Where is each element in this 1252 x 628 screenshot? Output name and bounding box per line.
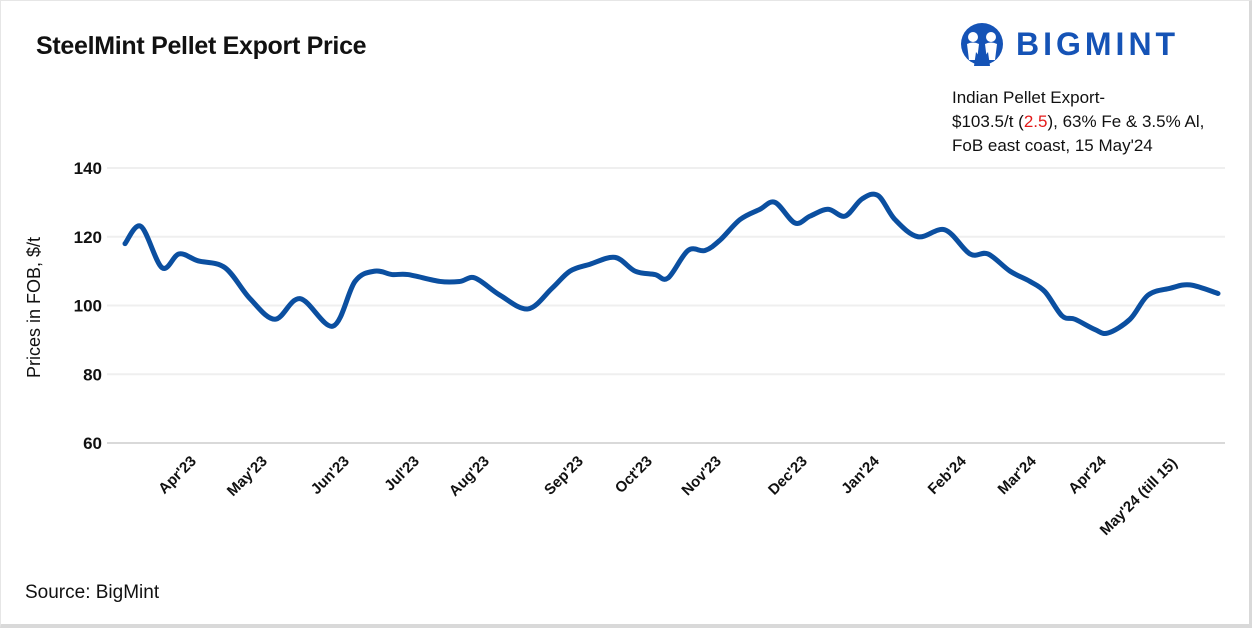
- note-price: $103.5/t (: [952, 112, 1024, 131]
- x-tick-label: Dec'23: [765, 453, 811, 499]
- x-tick-label: Apr'23: [155, 453, 200, 498]
- y-tick-label: 100: [74, 297, 102, 316]
- x-tick-label: May'24 (till 15): [1097, 455, 1181, 539]
- y-tick-label: 80: [83, 365, 102, 384]
- note-change: 2.5: [1023, 112, 1048, 131]
- chart-title: SteelMint Pellet Export Price: [36, 32, 367, 60]
- x-tick-label: Mar'24: [995, 452, 1041, 498]
- source-note: Source: BigMint: [25, 582, 160, 603]
- bigmint-logo: BIGMINT: [958, 22, 1179, 66]
- y-tick-label: 140: [74, 159, 102, 178]
- price-line: [122, 191, 1221, 337]
- x-tick-label: Jan'24: [838, 452, 883, 497]
- gridlines: [107, 167, 1225, 444]
- bigmint-people-icon: [961, 23, 1003, 66]
- price-note: Indian Pellet Export- $103.5/t (2.5), 63…: [952, 86, 1204, 158]
- x-tick-label: Oct'23: [612, 453, 656, 497]
- y-tick-label: 60: [83, 434, 102, 453]
- x-tick-label: May'23: [224, 453, 271, 500]
- note-line-1: Indian Pellet Export-: [952, 88, 1106, 107]
- note-line-2: $103.5/t (2.5), 63% Fe & 3.5% Al,: [952, 110, 1204, 134]
- note-line-3: FoB east coast, 15 May'24: [952, 136, 1153, 155]
- x-tick-label: Aug'23: [446, 453, 493, 500]
- x-tick-label: Jul'23: [381, 453, 423, 495]
- y-tick-label: 120: [74, 228, 102, 247]
- x-tick-label: Jun'23: [308, 453, 353, 498]
- logo-text: BIGMINT: [1016, 25, 1180, 62]
- x-tick-label: Nov'23: [678, 453, 724, 499]
- x-tick-label: Feb'24: [925, 452, 971, 498]
- y-axis-label: Prices in FOB, $/t: [24, 237, 44, 378]
- y-axis-ticks: 60 80 100 120 140: [74, 159, 102, 453]
- x-tick-label: Apr'24: [1065, 452, 1110, 497]
- x-axis-ticks: Apr'23 May'23 Jun'23 Jul'23 Aug'23 Sep'23 Oct'…: [155, 452, 1181, 539]
- note-spec: ), 63% Fe & 3.5% Al,: [1047, 112, 1205, 131]
- x-tick-label: Sep'23: [541, 453, 587, 499]
